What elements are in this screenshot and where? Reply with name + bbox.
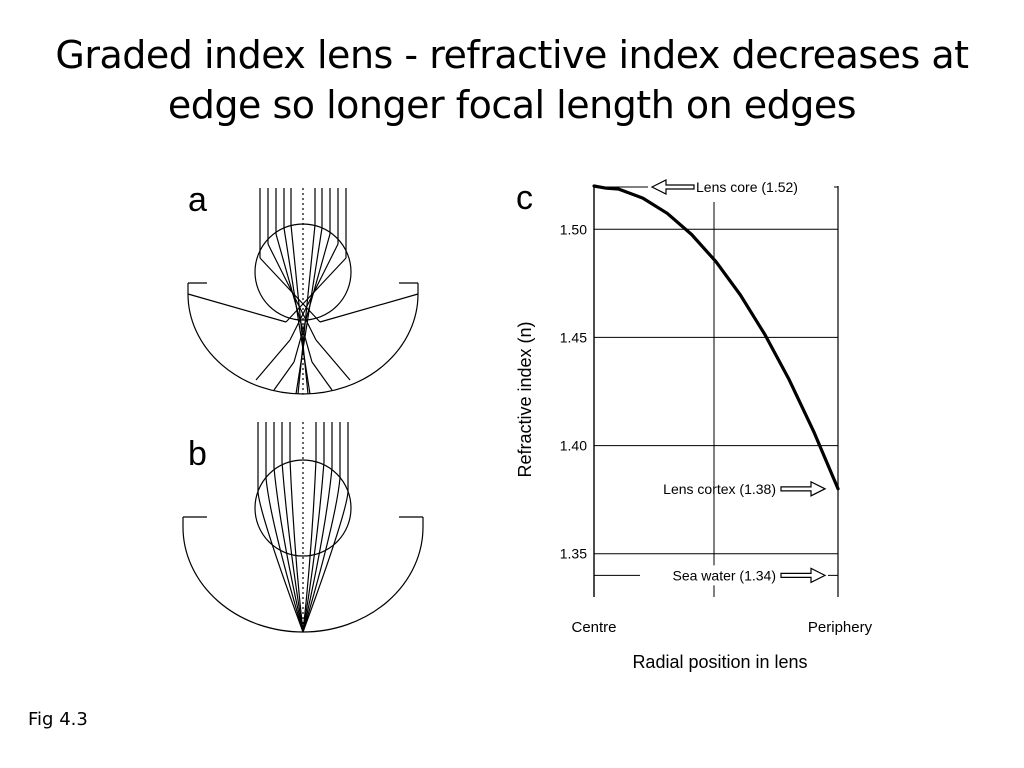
y-tick-label: 1.35 [560, 546, 587, 562]
lens-b [254, 459, 352, 557]
y-tick-label: 1.40 [560, 438, 587, 454]
lens-cortex-label: Lens cortex (1.38) [663, 481, 776, 497]
sea-water-arrow [780, 567, 827, 584]
x-axis-title: Radial position in lens [632, 652, 807, 672]
figure-caption: Fig 4.3 [28, 709, 88, 730]
lens-core-arrow [650, 179, 695, 195]
x-tick-label: Centre [571, 619, 616, 636]
y-axis-title: Refractive index (n) [515, 321, 535, 477]
panel-label-b: b [188, 435, 207, 473]
x-tick-label: Periphery [808, 619, 873, 636]
panel-label-a: a [188, 181, 207, 219]
diagram-a-homogeneous-lens [187, 188, 419, 395]
lens-core-label: Lens core (1.52) [696, 179, 798, 195]
lens-core-label-bg [648, 177, 834, 197]
panel-label-c: c [516, 179, 533, 217]
lens-cortex-arrow [780, 480, 827, 497]
title-line-1: Graded index lens - refractive index dec… [55, 33, 969, 77]
y-tick-label: 1.45 [560, 329, 587, 345]
y-tick-label: 1.50 [560, 221, 587, 237]
chart-annotations: Lens core (1.52) Lens cortex (1.38) Sea wa… [594, 177, 838, 586]
slide-title: Graded index lens - refractive index dec… [40, 30, 984, 130]
diagram-b-graded-index-lens [182, 422, 424, 633]
title-line-2: edge so longer focal length on edges [167, 83, 857, 127]
sea-water-label: Sea water (1.34) [673, 567, 777, 583]
series-line-0 [592, 184, 840, 491]
sea-water-label-bg [640, 565, 828, 586]
chart-grid [593, 186, 839, 597]
chart-series [592, 184, 840, 491]
